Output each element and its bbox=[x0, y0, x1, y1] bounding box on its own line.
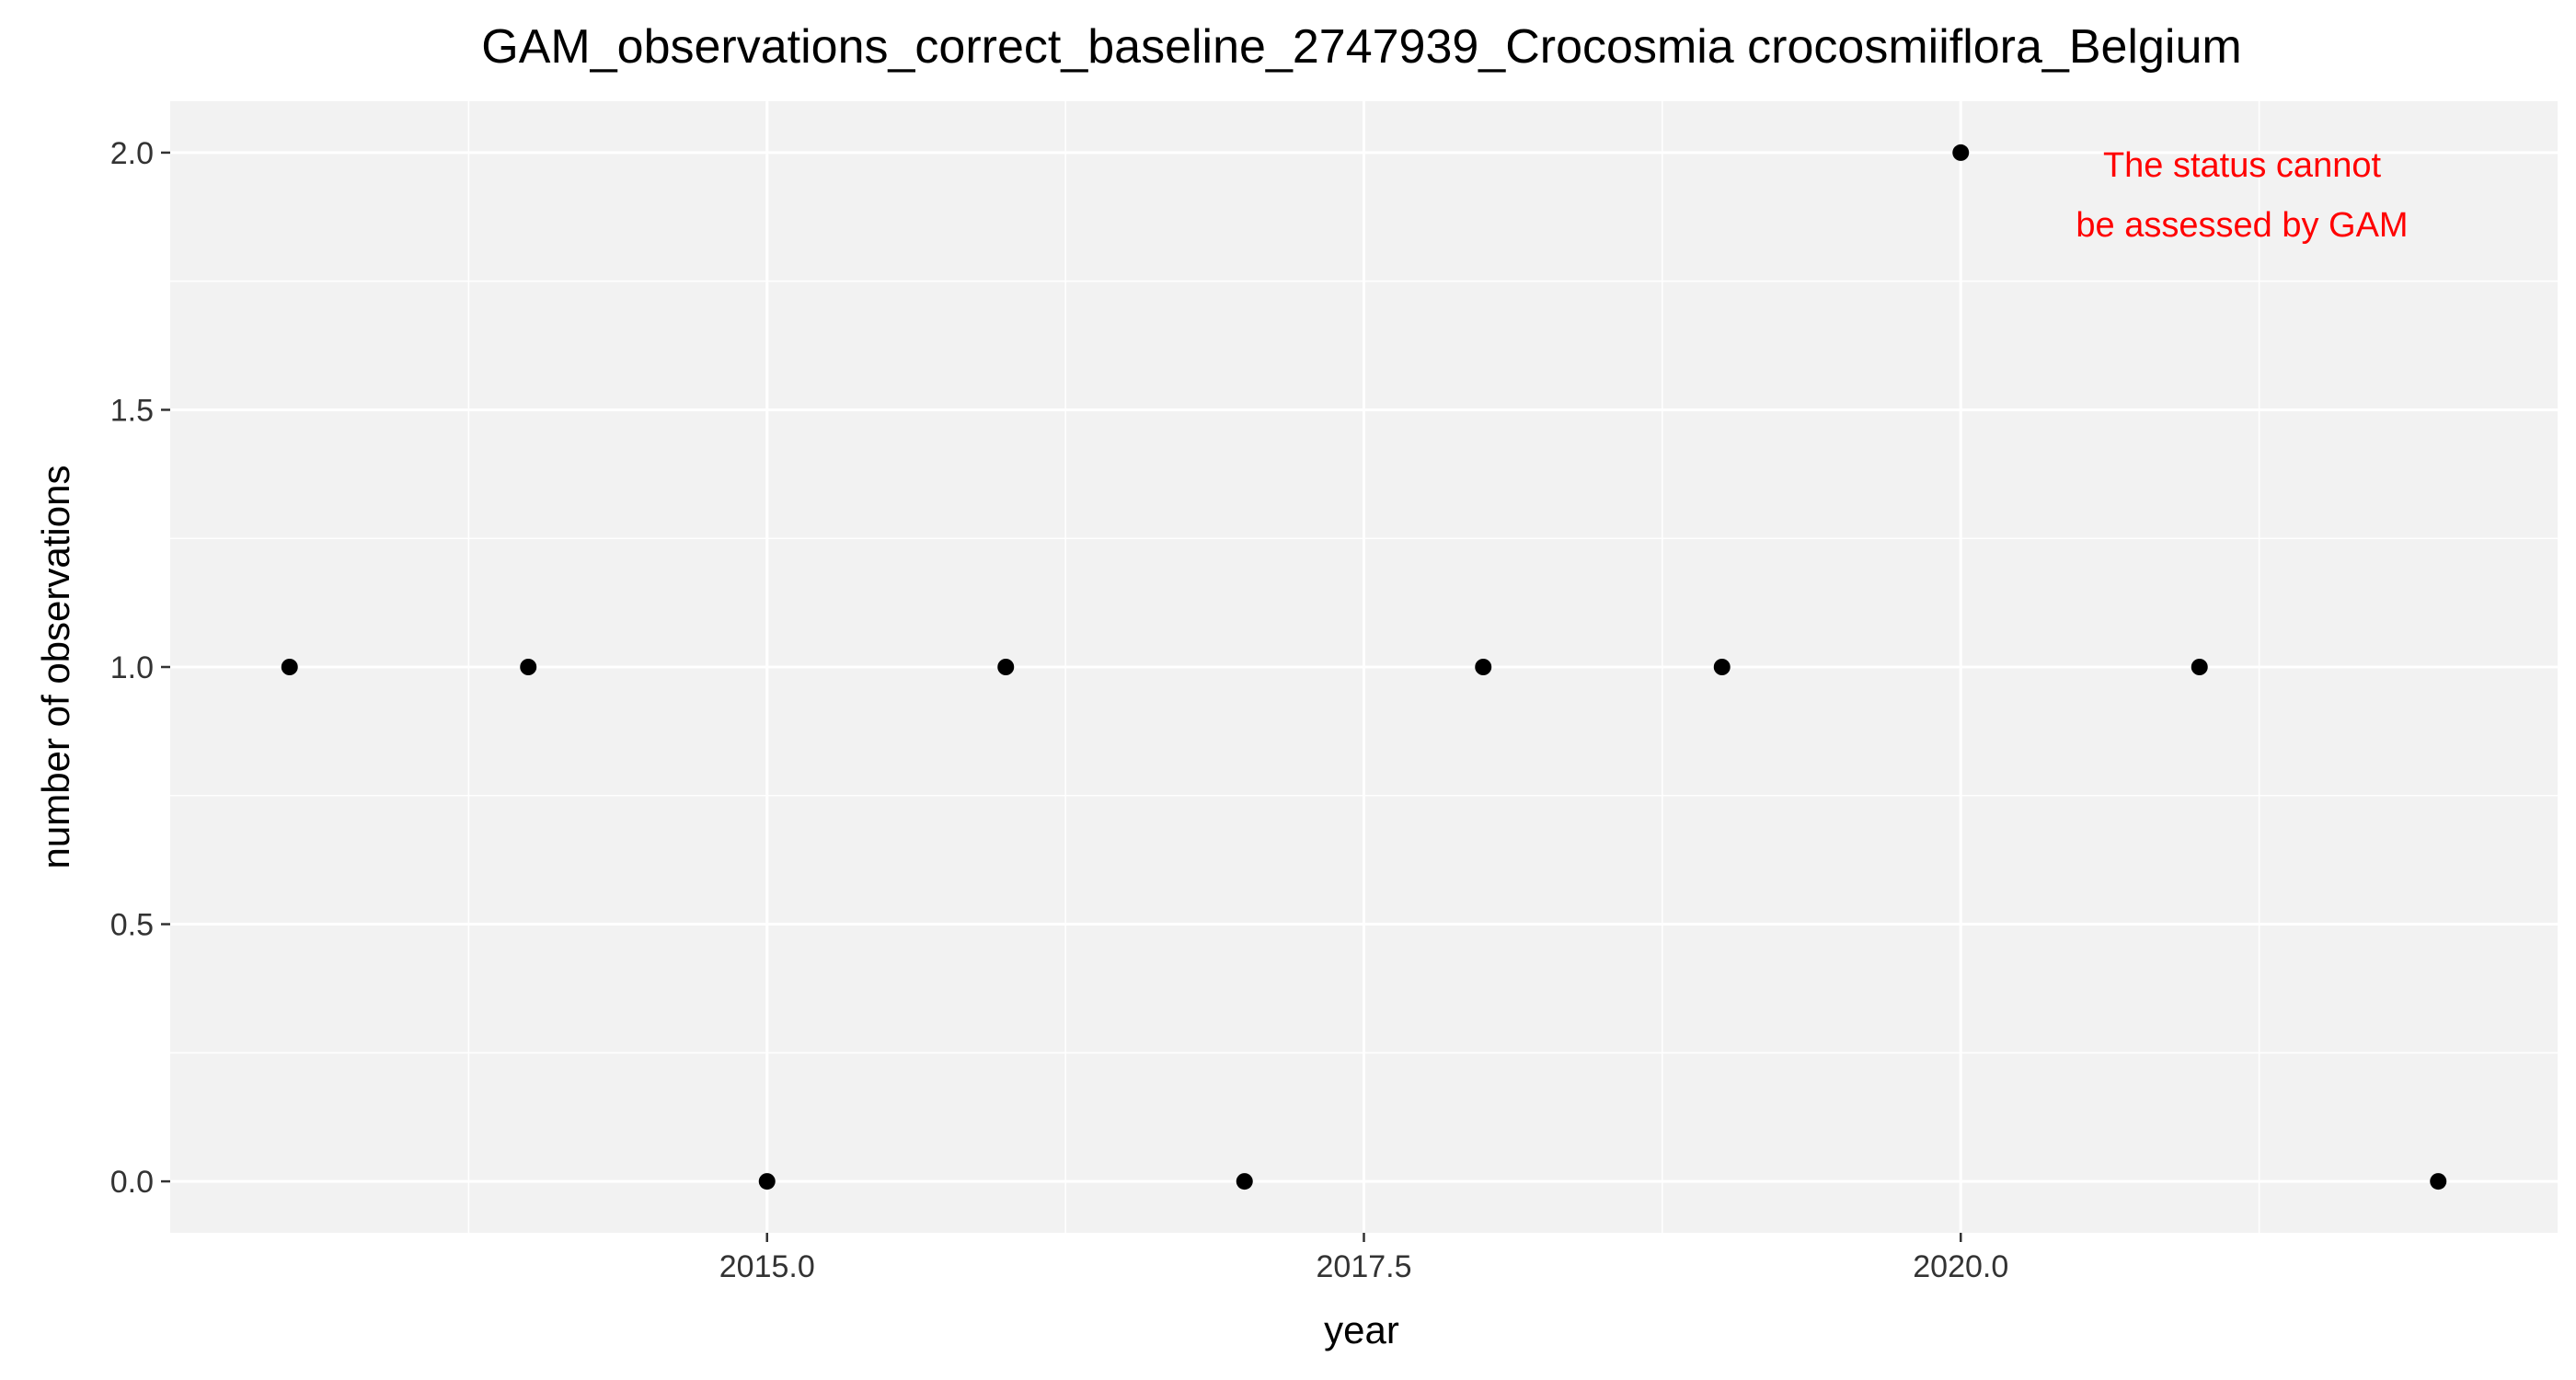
annotation-line: be assessed by GAM bbox=[2076, 206, 2408, 245]
data-point bbox=[1236, 1173, 1253, 1190]
y-tick-label: 2.0 bbox=[110, 136, 154, 171]
y-tick-label: 0.0 bbox=[110, 1165, 154, 1200]
x-axis-label: year bbox=[1324, 1308, 1399, 1351]
x-tick-label: 2015.0 bbox=[719, 1249, 815, 1284]
data-point bbox=[2191, 659, 2208, 675]
data-point bbox=[1713, 659, 1731, 675]
y-tick-label: 1.5 bbox=[110, 393, 154, 428]
x-axis: 2015.0 2017.5 2020.0 bbox=[719, 1233, 2008, 1284]
data-point bbox=[997, 659, 1015, 675]
x-tick-label: 2017.5 bbox=[1317, 1249, 1412, 1284]
data-point bbox=[758, 1173, 776, 1190]
x-tick-label: 2020.0 bbox=[1913, 1249, 2008, 1284]
annotation: The status cannot be assessed by GAM bbox=[2076, 146, 2408, 245]
data-point bbox=[2430, 1173, 2447, 1190]
major-gridlines bbox=[170, 101, 2558, 1233]
y-tick-label: 0.5 bbox=[110, 908, 154, 943]
data-point bbox=[1475, 659, 1492, 675]
chart-title: GAM_observations_correct_baseline_274793… bbox=[481, 20, 2241, 74]
annotation-line: The status cannot bbox=[2103, 146, 2382, 185]
y-axis-label: number of observations bbox=[34, 466, 77, 869]
data-point bbox=[520, 659, 537, 675]
y-tick-label: 1.0 bbox=[110, 650, 154, 685]
data-point bbox=[1952, 144, 1970, 161]
y-axis: 0.0 0.5 1.0 1.5 2.0 bbox=[110, 136, 170, 1200]
data-points bbox=[281, 144, 2447, 1190]
data-point bbox=[281, 659, 298, 675]
